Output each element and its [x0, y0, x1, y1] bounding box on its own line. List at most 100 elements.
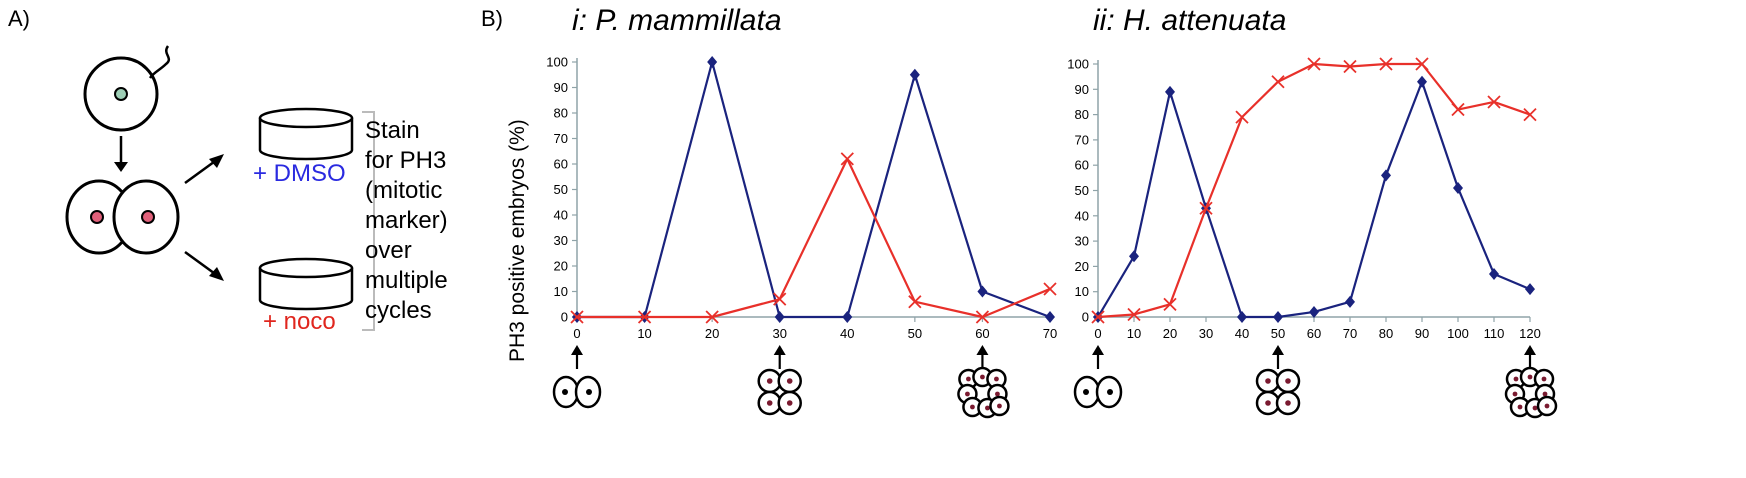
- data-point: [1271, 75, 1285, 89]
- stain-line: over: [365, 237, 412, 264]
- series-line: [577, 157, 1051, 319]
- stage-embryo-2-cell-icon: [1073, 375, 1123, 409]
- y-tick-label: 20: [554, 259, 568, 274]
- x-tick-label: 40: [840, 326, 854, 341]
- data-point: [908, 295, 922, 309]
- data-point: [705, 310, 719, 324]
- data-point: [1489, 267, 1499, 280]
- arrow-up-icon: [1524, 345, 1536, 355]
- y-tick-label: 40: [1075, 208, 1089, 223]
- data-point: [909, 68, 920, 81]
- stage-embryo-4-cell-icon: [1255, 368, 1301, 416]
- y-tick-label: 40: [554, 208, 568, 223]
- bracket: [362, 111, 375, 331]
- data-point: [1307, 57, 1321, 71]
- y-tick-label: 0: [1082, 310, 1089, 325]
- x-tick-label: 0: [573, 326, 580, 341]
- data-point: [1453, 181, 1463, 194]
- data-point: [1237, 311, 1247, 323]
- x-tick-label: 90: [1415, 326, 1429, 341]
- x-tick-label: 50: [1271, 326, 1285, 341]
- data-point: [977, 285, 988, 298]
- x-tick-label: 110: [1484, 326, 1505, 341]
- data-point: [840, 152, 854, 166]
- y-tick-label: 30: [1075, 234, 1089, 249]
- panel-b-label: B): [481, 6, 503, 31]
- x-tick-label: 10: [1127, 326, 1141, 341]
- panel-a-label: A): [8, 6, 30, 31]
- data-point: [1451, 102, 1465, 117]
- y-tick-label: 100: [1067, 57, 1089, 72]
- data-point: [1343, 59, 1357, 74]
- stain-line: cycles: [365, 297, 432, 324]
- y-tick-label: 0: [561, 310, 568, 325]
- x-tick-label: 70: [1343, 326, 1357, 341]
- stain-line: multiple: [365, 267, 448, 294]
- x-tick-label: 70: [1043, 326, 1057, 341]
- data-point: [1043, 282, 1057, 296]
- stage-embryo-8-cell-icon: [957, 366, 1010, 419]
- x-tick-label: 60: [975, 326, 989, 341]
- arrow-up-icon: [773, 345, 786, 355]
- x-tick-label: 100: [1447, 326, 1469, 341]
- data-point: [773, 292, 787, 306]
- x-tick-label: 30: [772, 326, 786, 341]
- data-point: [774, 311, 785, 323]
- y-tick-label: 10: [1075, 284, 1089, 299]
- y-tick-label: 80: [554, 106, 568, 121]
- x-tick-label: 80: [1379, 326, 1393, 341]
- data-point: [1165, 85, 1175, 98]
- data-point: [1417, 75, 1427, 88]
- data-point: [1487, 95, 1501, 109]
- data-point: [1045, 311, 1055, 323]
- series-line: [577, 60, 1051, 319]
- stain-line: for PH3: [365, 147, 447, 174]
- x-tick-label: 10: [637, 326, 651, 341]
- y-tick-label: 70: [554, 131, 568, 146]
- egg-nucleus: [114, 87, 128, 101]
- y-tick-label: 10: [554, 284, 568, 299]
- stage-embryo-4-cell-icon: [757, 368, 802, 416]
- data-point: [570, 310, 584, 324]
- y-tick-label: 90: [554, 80, 568, 95]
- x-tick-label: 20: [705, 326, 719, 341]
- arrow-down-icon: [114, 162, 128, 172]
- dmso-label: + DMSO: [253, 160, 346, 187]
- schematic-diagram: [65, 45, 375, 331]
- y-tick-label: 50: [1075, 183, 1089, 198]
- data-point: [975, 310, 990, 324]
- noco-label: + noco: [263, 308, 336, 335]
- y-tick-label: 100: [546, 55, 568, 70]
- data-point: [1309, 305, 1319, 318]
- y-tick-label: 50: [554, 182, 568, 197]
- y-tick-label: 90: [1075, 82, 1089, 97]
- arrow-up-icon: [1092, 345, 1104, 355]
- data-point: [1273, 311, 1283, 323]
- sperm-icon: [148, 45, 171, 79]
- data-point: [1379, 57, 1393, 71]
- x-tick-label: 60: [1307, 326, 1321, 341]
- chart-title-2: ii: H. attenuata: [1093, 4, 1287, 37]
- data-point: [1199, 201, 1213, 215]
- y-tick-label: 60: [554, 157, 568, 172]
- data-point: [1523, 107, 1537, 122]
- x-tick-label: 20: [1163, 326, 1177, 341]
- arrow-up-right-icon: [209, 154, 224, 168]
- data-point: [1235, 110, 1249, 124]
- x-tick-label: 120: [1519, 326, 1541, 341]
- stage-embryo-8-cell-icon: [1504, 366, 1558, 419]
- y-tick-label: 60: [1075, 158, 1089, 173]
- data-point: [1415, 57, 1429, 71]
- x-tick-label: 40: [1235, 326, 1249, 341]
- stain-line: Stain: [365, 117, 420, 144]
- data-point: [1129, 250, 1139, 263]
- arrow-up-icon: [976, 345, 989, 355]
- data-point: [707, 56, 718, 68]
- data-point: [842, 311, 853, 323]
- data-point: [1091, 310, 1105, 324]
- data-point: [1127, 307, 1141, 322]
- data-point: [1525, 283, 1535, 296]
- arrow-up-icon: [571, 345, 583, 355]
- arrow-up-icon: [1272, 345, 1284, 355]
